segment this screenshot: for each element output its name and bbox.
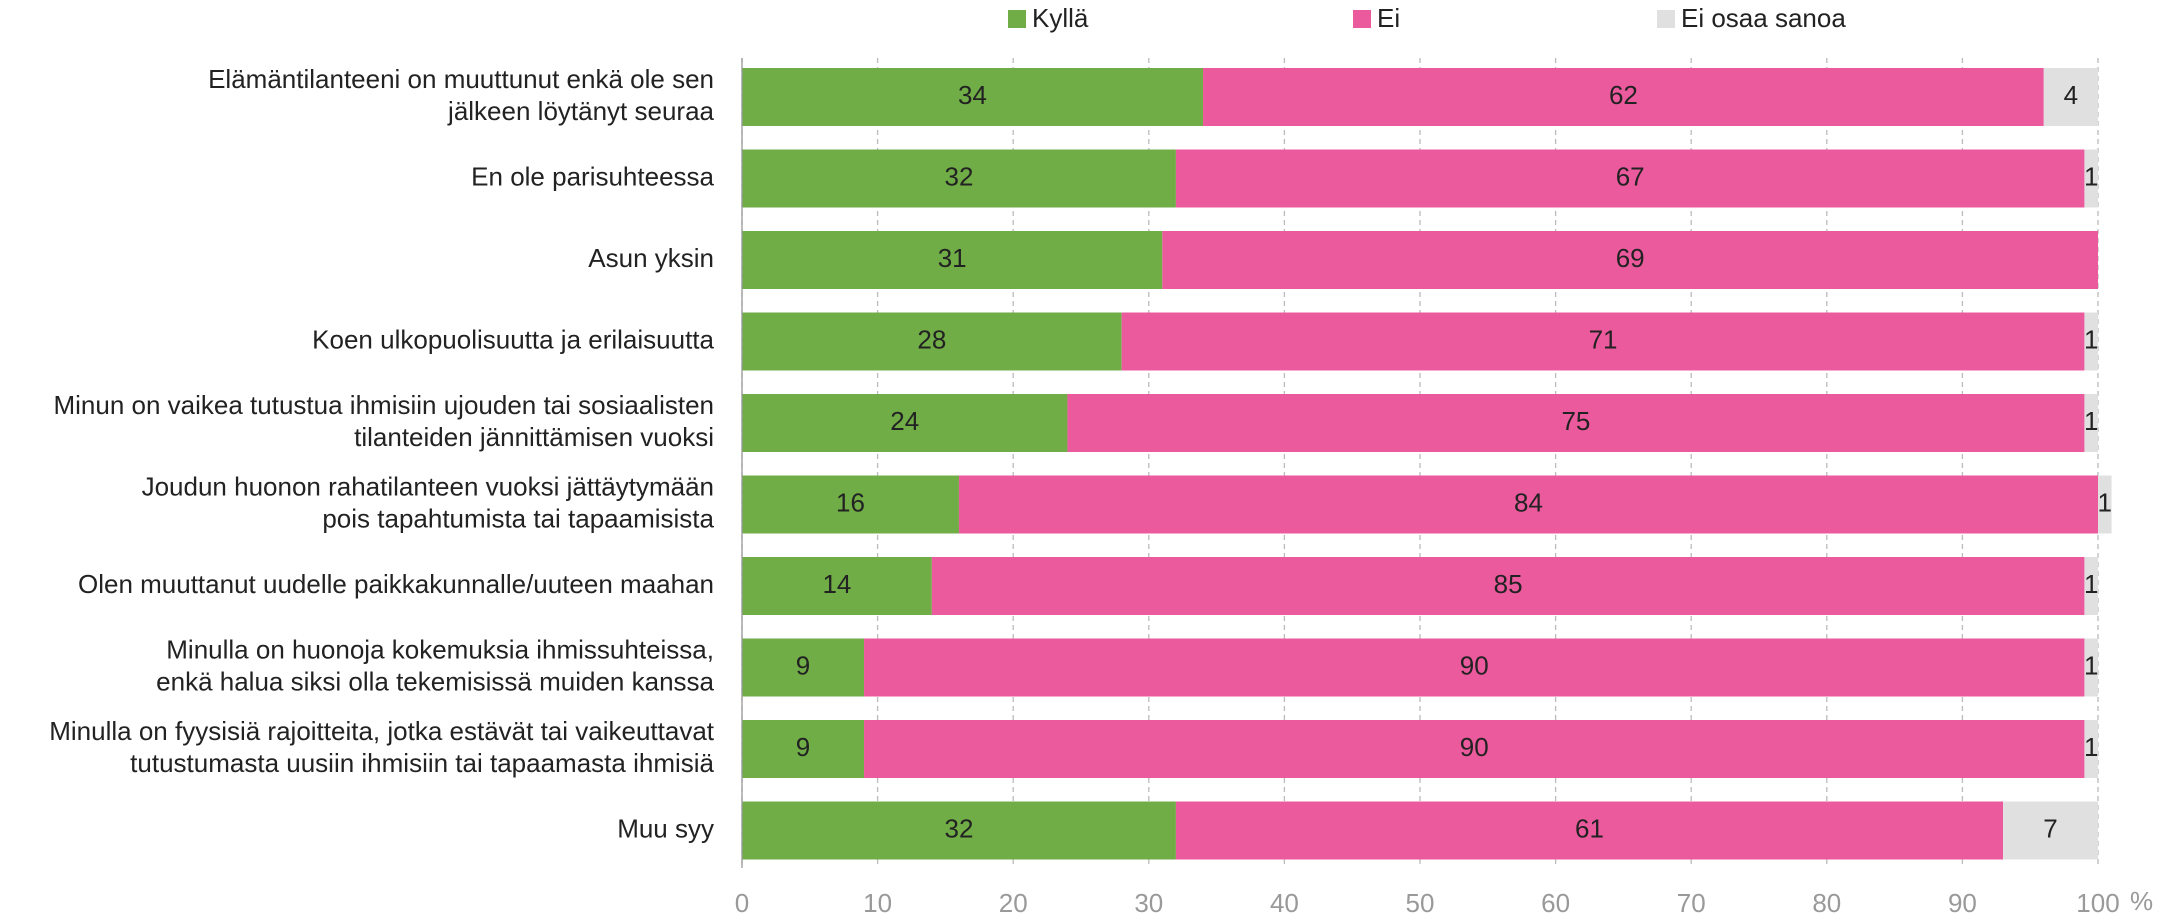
- y-tick-label: Elämäntilanteeni on muuttunut enkä ole s…: [208, 64, 714, 126]
- data-label: 4: [2064, 80, 2078, 110]
- y-tick-label: Asun yksin: [588, 243, 714, 273]
- data-label: 71: [1589, 324, 1618, 354]
- x-tick-label: 0: [735, 888, 749, 918]
- data-label: 75: [1561, 406, 1590, 436]
- bar-segment: [1067, 394, 2085, 452]
- x-tick-label: 50: [1406, 888, 1435, 918]
- legend-swatch: [1353, 10, 1371, 28]
- bar-segment: [2084, 312, 2098, 371]
- data-label: 1: [2098, 487, 2112, 517]
- legend-label: Kyllä: [1032, 3, 1089, 33]
- legend-label: Ei osaa sanoa: [1681, 3, 1846, 33]
- x-tick-label: 20: [999, 888, 1028, 918]
- x-tick-label: 40: [1270, 888, 1299, 918]
- data-label: 90: [1460, 732, 1489, 762]
- data-label: 84: [1514, 487, 1543, 517]
- data-label: 31: [938, 243, 967, 273]
- bar-segment: [1175, 149, 2085, 208]
- bar-segment: [1162, 231, 2098, 289]
- bar-segment: [742, 149, 1176, 208]
- data-label: 1: [2084, 324, 2098, 354]
- data-label: 85: [1494, 569, 1523, 599]
- y-tick-label: Olen muuttanut uudelle paikkakunnalle/uu…: [78, 569, 714, 599]
- data-label: 1: [2084, 650, 2098, 680]
- data-label: 69: [1616, 243, 1645, 273]
- data-label: 34: [958, 80, 987, 110]
- bar-segment: [742, 801, 1176, 860]
- bar-segment: [742, 68, 1204, 126]
- bar-segment: [1175, 801, 2004, 860]
- bar-segment: [742, 312, 1122, 371]
- data-label: 7: [2043, 813, 2057, 843]
- y-tick-label: Muu syy: [617, 813, 714, 843]
- y-tick-label: En ole parisuhteessa: [471, 161, 714, 191]
- bar-segment: [742, 231, 1163, 289]
- y-tick-label: Joudun huonon rahatilanteen vuoksi jättä…: [142, 471, 715, 533]
- x-tick-label: 90: [1948, 888, 1977, 918]
- y-tick-label: Koen ulkopuolisuutta ja erilaisuutta: [312, 324, 714, 354]
- x-tick-label: 60: [1541, 888, 1570, 918]
- bar-segment: [742, 475, 959, 534]
- bar-segment: [2084, 394, 2098, 452]
- data-label: 90: [1460, 650, 1489, 680]
- data-label: 16: [836, 487, 865, 517]
- x-unit: %: [2130, 886, 2153, 916]
- bar-segment: [2084, 720, 2098, 778]
- bar-segment: [2043, 68, 2098, 126]
- data-label: 9: [796, 732, 810, 762]
- bar-segment: [2084, 557, 2098, 615]
- bar-segment: [931, 557, 2085, 615]
- y-tick-label: Minun on vaikea tutustua ihmisiin ujoude…: [54, 390, 715, 452]
- data-label: 1: [2084, 569, 2098, 599]
- data-label: 14: [822, 569, 851, 599]
- bar-segment: [1121, 312, 2085, 371]
- bar-segment: [742, 638, 865, 697]
- data-label: 1: [2084, 161, 2098, 191]
- data-label: 32: [944, 813, 973, 843]
- data-label: 32: [944, 161, 973, 191]
- bar-segment: [2084, 638, 2098, 697]
- data-label: 1: [2084, 406, 2098, 436]
- data-label: 62: [1609, 80, 1638, 110]
- data-label: 28: [917, 324, 946, 354]
- bar-segment: [2098, 475, 2112, 534]
- x-tick-label: 100: [2076, 888, 2119, 918]
- legend-swatch: [1657, 10, 1675, 28]
- data-label: 1: [2084, 732, 2098, 762]
- y-tick-label: Minulla on fyysisiä rajoitteita, jotka e…: [49, 716, 715, 778]
- data-label: 61: [1575, 813, 1604, 843]
- x-tick-label: 10: [863, 888, 892, 918]
- x-tick-label: 30: [1134, 888, 1163, 918]
- x-tick-label: 80: [1812, 888, 1841, 918]
- bar-segment: [742, 394, 1068, 452]
- y-tick-label: Minulla on huonoja kokemuksia ihmissuhte…: [156, 634, 714, 696]
- bar-segment: [742, 557, 932, 615]
- legend-label: Ei: [1377, 3, 1400, 33]
- bar-segment: [864, 720, 2085, 778]
- data-label: 67: [1616, 161, 1645, 191]
- data-label: 24: [890, 406, 919, 436]
- bar-segment: [742, 720, 865, 778]
- bar-segment: [864, 638, 2085, 697]
- bar-segment: [2003, 801, 2098, 860]
- legend-swatch: [1008, 10, 1026, 28]
- bar-segment: [1203, 68, 2044, 126]
- bar-segment: [2084, 149, 2098, 208]
- x-tick-label: 70: [1677, 888, 1706, 918]
- bar-segment: [958, 475, 2099, 534]
- data-label: 9: [796, 650, 810, 680]
